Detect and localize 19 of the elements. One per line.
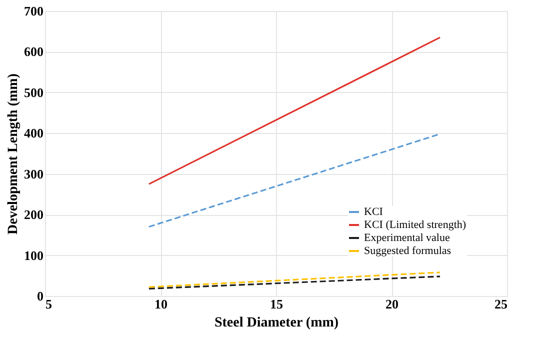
y-tick-label: 0 — [37, 288, 44, 304]
y-tick-label: 700 — [24, 4, 44, 18]
y-tick-label: 500 — [24, 84, 44, 100]
x-tick-label: 10 — [154, 296, 168, 312]
y-tick-label: 400 — [24, 126, 44, 141]
legend-label: Suggested formulas — [364, 245, 452, 257]
y-tick-label: 300 — [24, 166, 44, 182]
y-tick-label: 200 — [24, 207, 44, 222]
x-axis-title: Steel Diameter (mm) — [214, 316, 339, 330]
x-tick-label: 20 — [386, 296, 398, 312]
y-tick-label: 100 — [24, 248, 44, 263]
y-axis-title: Development Length (mm) — [6, 73, 21, 234]
x-tick-label: 15 — [270, 296, 284, 312]
legend-label: KCI (Limited strength) — [364, 219, 466, 231]
x-tick-label: 5 — [46, 296, 52, 312]
y-tick-label: 600 — [24, 44, 44, 60]
legend-label: Experimental value — [364, 232, 450, 244]
legend-label: KCI — [364, 206, 384, 218]
x-tick-label: 25 — [494, 296, 508, 312]
